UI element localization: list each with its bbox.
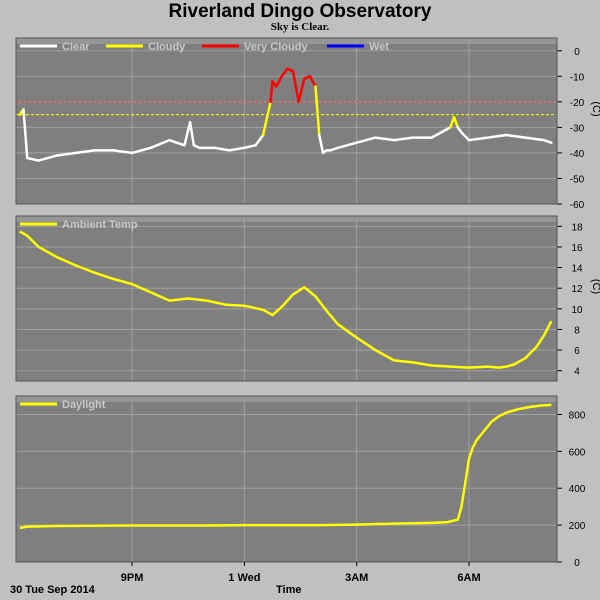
sky-segment-4 [55, 151, 78, 157]
sky-segment-36 [374, 136, 396, 142]
sky-segment-26 [297, 77, 306, 104]
sky-segment-17 [243, 144, 257, 150]
sky-segment-25 [291, 69, 300, 104]
sky-segment-2 [25, 156, 40, 162]
ytick-label-ambient-4: 10 [571, 305, 583, 316]
sky-segment-20 [269, 80, 274, 104]
legend-label-sky-0: Clear [62, 41, 90, 53]
ytick-label-sky-5: -50 [570, 174, 585, 185]
ytick-label-ambient-7: 4 [574, 367, 580, 378]
sky-segment-15 [213, 146, 231, 152]
xtick-label-3: 6AM [457, 572, 480, 584]
x-axis-title: Time [276, 584, 302, 596]
sky-segment-47 [523, 136, 546, 142]
ytick-label-sky-0: 0 [574, 47, 580, 58]
footer-date: 30 Tue Sep 2014 [10, 584, 95, 596]
ytick-label-sky-3: -30 [570, 123, 585, 134]
plot-frame-sky [15, 37, 558, 205]
plot-frame-daylight [15, 395, 558, 563]
plot-header-band-daylight [16, 396, 557, 402]
y-unit-ambient: (C) [590, 279, 600, 294]
ytick-label-sky-6: -60 [570, 200, 585, 211]
ytick-label-daylight-0: 800 [569, 410, 586, 421]
sky-segment-33 [329, 146, 340, 152]
chart-title: Riverland Dingo Observatory [168, 1, 432, 22]
xtick-label-2: 3AM [345, 572, 368, 584]
legend-label-sky-3: Wet [369, 41, 389, 53]
ytick-label-ambient-1: 16 [571, 243, 583, 254]
sky-segment-18 [254, 133, 265, 147]
y-unit-sky: (C) [590, 101, 600, 116]
xtick-label-0: 9PM [121, 572, 144, 584]
ytick-label-sky-4: -40 [570, 149, 585, 160]
sky-segment-34 [336, 141, 358, 150]
xtick-label-1: 1 Wed [228, 572, 260, 584]
sky-segment-46 [505, 133, 527, 139]
sky-segment-41 [452, 115, 460, 129]
sky-segment-37 [392, 136, 415, 142]
ytick-label-ambient-6: 6 [574, 346, 580, 357]
legend-label-sky-2: Very Cloudy [244, 41, 308, 53]
sky-segment-7 [112, 149, 134, 155]
sky-segment-16 [228, 146, 246, 152]
sky-segment-43 [460, 131, 471, 142]
ytick-label-daylight-1: 600 [569, 447, 586, 458]
plot-header-band-sky [16, 38, 557, 44]
sky-segment-45 [486, 133, 508, 139]
legend-label-daylight-0: Daylight [62, 399, 106, 411]
sky-segment-23 [280, 67, 289, 78]
sky-segment-28 [308, 75, 317, 88]
sky-segment-11 [183, 121, 192, 147]
ytick-label-ambient-0: 18 [571, 222, 583, 233]
sky-segment-19 [261, 100, 272, 137]
ytick-label-ambient-5: 8 [574, 325, 580, 336]
sky-segment-22 [274, 75, 284, 88]
sky-segment-10 [168, 138, 186, 147]
sky-segment-3 [37, 154, 59, 162]
sky-segment-5 [74, 149, 96, 155]
ytick-label-sky-1: -10 [570, 72, 585, 83]
daylight-line [19, 403, 552, 530]
plot-area-sky [16, 38, 557, 204]
ytick-label-ambient-3: 12 [571, 284, 583, 295]
sky-status-subtitle: Sky is Clear. [270, 21, 330, 33]
sky-segment-30 [318, 133, 325, 155]
sky-segment-8 [130, 146, 153, 155]
legend-label-ambient-0: Ambient Temp [62, 219, 138, 231]
ytick-label-sky-2: -20 [570, 98, 585, 109]
plot-area-ambient [16, 216, 557, 381]
sky-segment-9 [149, 138, 171, 150]
plot-frame-ambient [15, 215, 558, 382]
sky-segment-35 [355, 136, 377, 144]
legend-label-sky-1: Cloudy [148, 41, 186, 53]
sky-segment-44 [467, 136, 489, 142]
plot-header-band-ambient [16, 216, 557, 222]
sky-segment-48 [542, 138, 553, 144]
plot-area-daylight [16, 396, 557, 562]
sky-segment-12 [188, 121, 196, 147]
sky-segment-29 [314, 85, 321, 137]
ytick-label-daylight-3: 200 [569, 521, 586, 532]
ambient-line [19, 230, 553, 369]
ytick-label-daylight-2: 400 [569, 484, 586, 495]
sky-segment-1 [22, 108, 29, 160]
ytick-label-daylight-4: 0 [574, 558, 580, 569]
ytick-label-ambient-2: 14 [571, 264, 583, 275]
sky-segment-39 [430, 126, 452, 139]
